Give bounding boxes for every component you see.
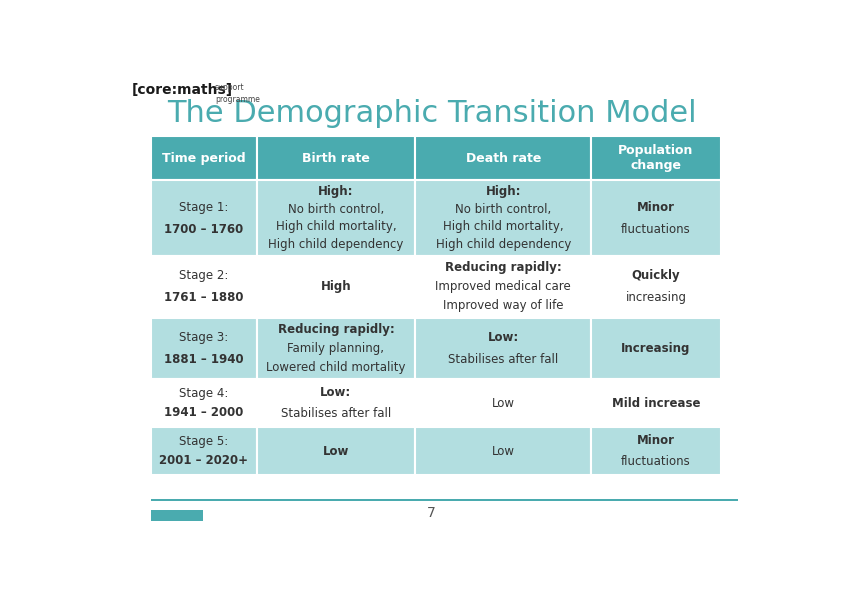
Text: Stage 4:: Stage 4:: [179, 387, 228, 401]
Text: Low:: Low:: [320, 386, 352, 399]
Bar: [151, 256, 257, 318]
Text: Minor: Minor: [637, 434, 675, 448]
Bar: [151, 499, 738, 501]
Text: Reducing rapidly:: Reducing rapidly:: [445, 262, 562, 275]
Bar: [591, 379, 721, 427]
Bar: [151, 427, 257, 476]
Text: Minor: Minor: [637, 201, 675, 213]
Bar: [257, 427, 415, 476]
Text: Quickly: Quickly: [632, 269, 680, 282]
Text: The Demographic Transition Model: The Demographic Transition Model: [167, 99, 696, 128]
Bar: [257, 181, 415, 256]
Bar: [415, 256, 591, 318]
Bar: [591, 256, 721, 318]
Bar: [415, 318, 591, 379]
Text: High child mortality,: High child mortality,: [443, 221, 563, 234]
Text: High:: High:: [486, 185, 521, 198]
Bar: [257, 318, 415, 379]
Text: Low: Low: [492, 445, 514, 458]
Text: 1700 – 1760: 1700 – 1760: [164, 223, 243, 235]
Bar: [591, 181, 721, 256]
Bar: [415, 379, 591, 427]
Text: High child dependency: High child dependency: [435, 238, 571, 251]
Text: Family planning,: Family planning,: [287, 342, 385, 355]
Text: [core:maths]: [core:maths]: [131, 83, 232, 97]
Text: 1881 – 1940: 1881 – 1940: [164, 353, 243, 366]
Bar: [257, 256, 415, 318]
Bar: [151, 181, 257, 256]
Text: 7: 7: [427, 506, 436, 520]
Text: Population
change: Population change: [618, 144, 694, 172]
Text: Improved medical care: Improved medical care: [435, 280, 571, 293]
Bar: [591, 427, 721, 476]
Text: High child mortality,: High child mortality,: [275, 221, 397, 234]
Text: 1761 – 1880: 1761 – 1880: [164, 291, 243, 304]
Text: High child dependency: High child dependency: [269, 238, 403, 251]
Text: support
programme: support programme: [215, 83, 259, 104]
Text: fluctuations: fluctuations: [621, 223, 691, 235]
Text: Low: Low: [322, 445, 349, 458]
Text: Time period: Time period: [162, 151, 246, 164]
Text: No birth control,: No birth control,: [456, 203, 552, 216]
Text: Lowered child mortality: Lowered child mortality: [266, 361, 406, 374]
Text: 1941 – 2000: 1941 – 2000: [164, 406, 243, 420]
Text: No birth control,: No birth control,: [288, 203, 384, 216]
Text: fluctuations: fluctuations: [621, 455, 691, 468]
Bar: [415, 136, 591, 181]
Bar: [257, 136, 415, 181]
Text: High: High: [321, 280, 351, 293]
Bar: [591, 318, 721, 379]
Text: 2001 – 2020+: 2001 – 2020+: [159, 455, 248, 467]
Bar: [257, 379, 415, 427]
Text: Low: Low: [492, 397, 514, 410]
Text: Stage 1:: Stage 1:: [179, 201, 228, 213]
Text: Stabilises after fall: Stabilises after fall: [448, 353, 558, 366]
Text: Reducing rapidly:: Reducing rapidly:: [278, 323, 394, 336]
Bar: [415, 181, 591, 256]
Text: Stage 2:: Stage 2:: [179, 269, 228, 282]
Text: Stage 5:: Stage 5:: [179, 435, 228, 448]
Text: Stage 3:: Stage 3:: [179, 331, 228, 344]
Text: Stabilises after fall: Stabilises after fall: [280, 407, 391, 420]
Text: Birth rate: Birth rate: [302, 151, 370, 164]
Bar: [151, 510, 203, 522]
Text: Improved way of life: Improved way of life: [443, 299, 563, 312]
Bar: [151, 136, 257, 181]
Bar: [151, 318, 257, 379]
Text: Low:: Low:: [488, 331, 519, 344]
Bar: [415, 427, 591, 476]
Bar: [591, 136, 721, 181]
Bar: [151, 379, 257, 427]
Text: Death rate: Death rate: [466, 151, 541, 164]
Text: Increasing: Increasing: [621, 342, 690, 355]
Text: increasing: increasing: [626, 291, 686, 304]
Text: Mild increase: Mild increase: [612, 397, 701, 410]
Text: High:: High:: [318, 185, 354, 198]
